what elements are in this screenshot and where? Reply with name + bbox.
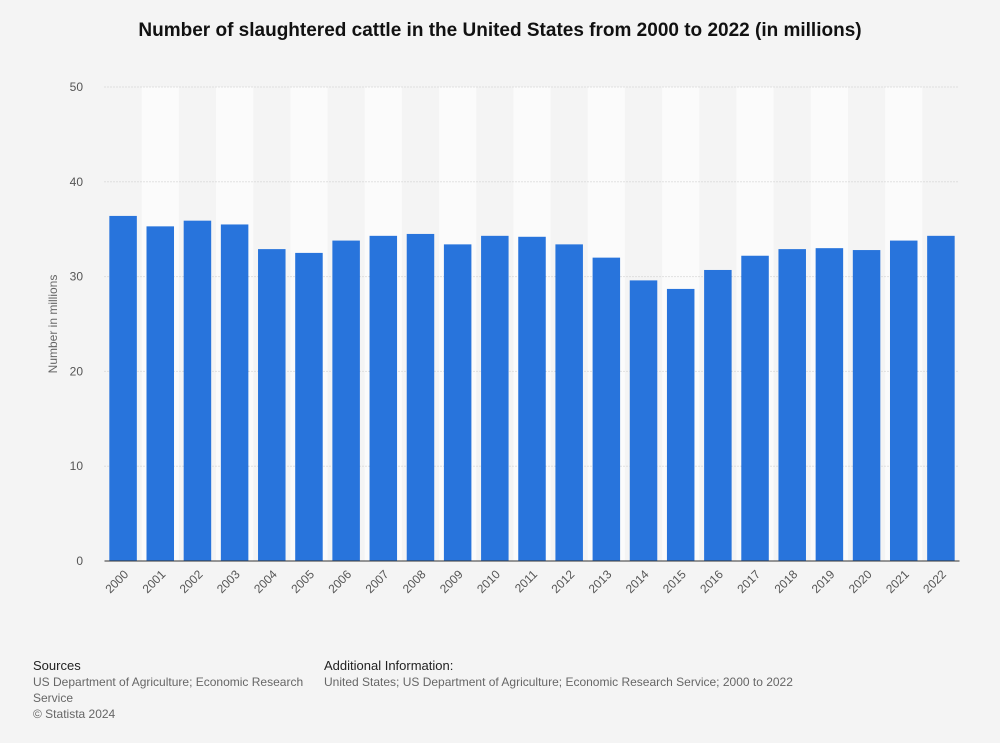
sources-title: Sources [33, 658, 81, 673]
x-tick-label: 2002 [177, 567, 206, 596]
additional-info: Additional Information: United States; U… [324, 658, 884, 690]
x-tick-label: 2022 [920, 567, 949, 596]
bar [369, 235, 398, 561]
chart: Number of slaughtered cattle in the Unit… [46, 20, 960, 596]
bar [146, 226, 175, 561]
x-tick-label: 2018 [772, 567, 801, 596]
bar [815, 248, 844, 561]
bar [592, 257, 621, 561]
x-tick-label: 2005 [288, 567, 317, 596]
bar [741, 255, 769, 561]
bar [443, 244, 472, 562]
x-tick-label: 2006 [325, 567, 354, 596]
bar [852, 250, 881, 561]
x-tick-label: 2012 [549, 567, 578, 596]
y-tick-label: 0 [76, 554, 83, 568]
bar [778, 249, 806, 561]
y-axis-label: Number in millions [46, 275, 60, 374]
bar [481, 235, 509, 561]
x-tick-label: 2015 [660, 567, 689, 596]
bar [629, 280, 658, 561]
x-tick-label: 2001 [140, 567, 169, 596]
sources: Sources US Department of Agriculture; Ec… [33, 658, 318, 722]
x-tick-label: 2010 [474, 567, 503, 596]
x-tick-label: 2019 [809, 567, 838, 596]
info-text: United States; US Department of Agricult… [324, 675, 793, 689]
bar [889, 240, 918, 562]
bar [109, 215, 137, 562]
x-tick-label: 2020 [846, 567, 875, 596]
x-tick-label: 2017 [734, 567, 763, 596]
bar [220, 224, 249, 561]
y-tick-label: 40 [70, 175, 84, 189]
sources-text: US Department of Agriculture; Economic R… [33, 675, 304, 705]
x-tick-label: 2016 [697, 567, 726, 596]
bar [704, 269, 732, 561]
x-tick-label: 2008 [400, 567, 429, 596]
bar [258, 249, 286, 561]
x-tick-label: 2004 [251, 567, 280, 596]
x-tick-label: 2014 [623, 567, 652, 596]
y-tick-label: 30 [70, 270, 84, 284]
info-title: Additional Information: [324, 658, 454, 673]
bar [332, 240, 360, 562]
chart-title: Number of slaughtered cattle in the Unit… [138, 20, 861, 41]
bar [666, 288, 695, 561]
bar [183, 220, 212, 561]
y-tick-label: 50 [70, 80, 84, 94]
y-tick-label: 10 [70, 459, 84, 473]
bar [406, 233, 435, 561]
bar [295, 252, 323, 561]
x-tick-label: 2021 [883, 567, 912, 596]
x-tick-label: 2007 [363, 567, 392, 596]
copyright: © Statista 2024 [33, 707, 116, 721]
bar [927, 235, 955, 561]
x-tick-label: 2003 [214, 567, 243, 596]
bar [518, 236, 546, 561]
bar [555, 244, 583, 562]
x-tick-label: 2013 [586, 567, 615, 596]
x-tick-label: 2000 [102, 567, 131, 596]
y-tick-label: 20 [70, 364, 84, 378]
x-tick-label: 2011 [512, 567, 540, 595]
x-tick-label: 2009 [437, 567, 466, 596]
